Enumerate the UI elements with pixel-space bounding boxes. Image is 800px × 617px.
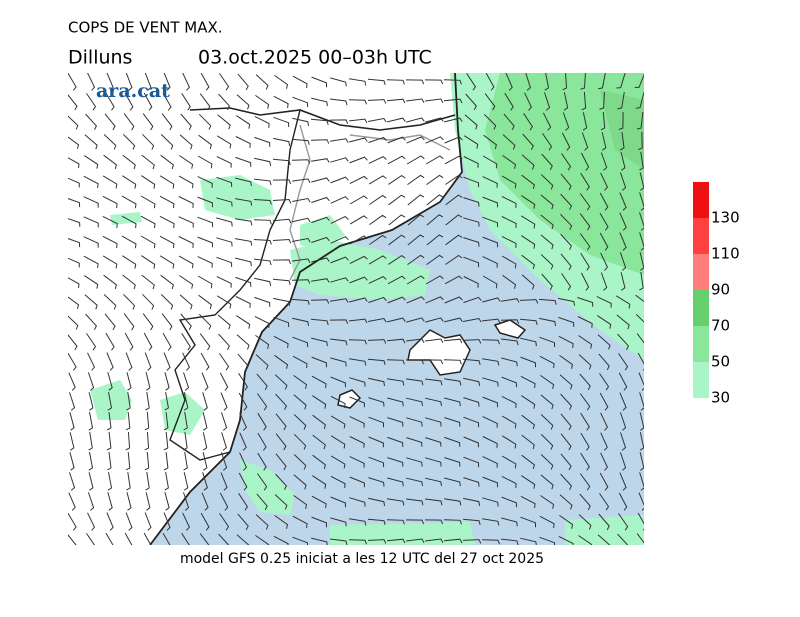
legend-label: 70 <box>711 317 730 335</box>
legend-swatch <box>693 326 709 362</box>
legend-swatch <box>693 182 709 218</box>
period: 03.oct.2025 00–03h UTC <box>198 47 432 69</box>
legend-label: 30 <box>711 389 730 407</box>
legend-label: 50 <box>711 353 730 371</box>
wind-zone <box>90 380 132 420</box>
legend-label: 130 <box>711 209 740 227</box>
legend-swatch <box>693 218 709 254</box>
wind-zone <box>300 215 345 250</box>
legend-label: 90 <box>711 281 730 299</box>
border <box>169 109 301 461</box>
legend-swatch <box>693 254 709 290</box>
wind-zone <box>240 460 295 515</box>
legend: 30 50 70 90 110 130 <box>693 182 740 407</box>
wind-zone <box>200 175 275 220</box>
wind-barbs <box>68 73 644 545</box>
legend-swatch <box>693 290 709 326</box>
island <box>493 319 527 339</box>
day: Dilluns <box>68 47 132 69</box>
island <box>337 389 362 409</box>
legend-swatch <box>693 362 709 398</box>
footer: model GFS 0.25 iniciat a les 12 UTC del … <box>180 551 544 567</box>
wind-zone <box>330 522 475 545</box>
legend-label: 110 <box>711 245 740 263</box>
border <box>289 124 451 281</box>
wind-zone <box>600 90 644 170</box>
coastline <box>149 73 463 545</box>
logo: ara.cat <box>96 80 170 102</box>
border <box>189 107 456 131</box>
barb-field <box>68 73 644 545</box>
wind-zone <box>160 392 205 435</box>
title: COPS DE VENT MAX. <box>68 19 223 37</box>
map: ara.cat <box>68 73 644 545</box>
